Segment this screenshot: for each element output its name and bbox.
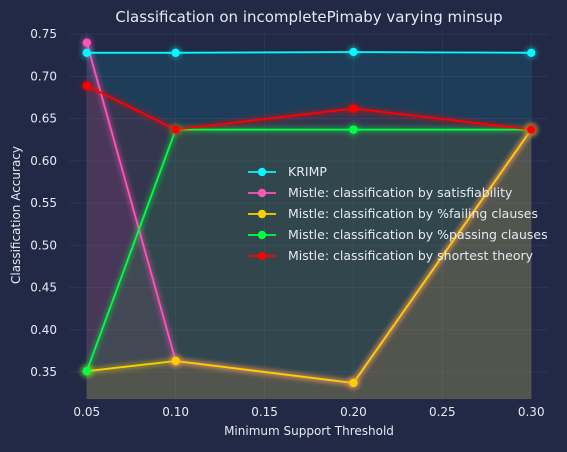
area-fill-series-2 bbox=[86, 129, 532, 399]
data-point-series-4-2 bbox=[349, 104, 358, 113]
y-tick-label: 0.75 bbox=[30, 27, 57, 41]
x-tick-label: 0.15 bbox=[251, 405, 278, 419]
line-series-2 bbox=[86, 129, 532, 384]
legend-label-series-2: Mistle: classification by %failing claus… bbox=[288, 206, 538, 221]
x-tick-label: 0.10 bbox=[162, 405, 189, 419]
data-point-series-0-2 bbox=[349, 47, 358, 57]
data-point-series-2-1 bbox=[171, 356, 180, 366]
legend-marker-series-1 bbox=[257, 188, 267, 198]
x-axis-label: Minimum Support Threshold bbox=[224, 424, 394, 438]
data-point-series-0-3 bbox=[527, 48, 536, 57]
chart-title: Classification on incompletePimaby varyi… bbox=[115, 8, 502, 26]
y-axis-ticks: 0.35 0.40 0.45 0.50 0.55 0.60 0.65 0.70 0.75 bbox=[30, 27, 57, 379]
y-axis-label: Classification Accuracy bbox=[9, 146, 23, 284]
data-point-series-2-2 bbox=[349, 378, 358, 388]
legend-marker-series-0 bbox=[257, 167, 267, 177]
data-point-series-4-0 bbox=[82, 81, 91, 90]
data-point-series-0-0 bbox=[82, 48, 91, 57]
legend-marker-series-2 bbox=[257, 209, 267, 219]
legend-marker-series-4 bbox=[257, 251, 267, 261]
x-axis-ticks: 0.05 0.10 0.15 0.20 0.25 0.30 bbox=[73, 405, 544, 419]
x-tick-label: 0.05 bbox=[73, 405, 100, 419]
y-tick-label: 0.50 bbox=[30, 238, 57, 252]
data-point-series-4-3 bbox=[527, 125, 536, 134]
legend-label-series-0: KRIMP bbox=[288, 164, 327, 179]
data-point-series-1-0 bbox=[82, 38, 91, 47]
area-fill-series-4 bbox=[86, 85, 532, 399]
y-tick-label: 0.35 bbox=[30, 365, 57, 379]
area-fills bbox=[86, 42, 532, 399]
y-tick-label: 0.65 bbox=[30, 112, 57, 126]
data-point-series-3-0 bbox=[82, 366, 91, 376]
legend: KRIMP Mistle: classification by satisfiab… bbox=[248, 164, 548, 263]
legend-label-series-4: Mistle: classification by shortest theor… bbox=[288, 248, 534, 263]
data-point-series-0-1 bbox=[171, 48, 180, 57]
legend-label-series-3: Mistle: classification by %passing claus… bbox=[288, 227, 548, 242]
legend-label-series-1: Mistle: classification by satisfiability bbox=[288, 185, 513, 200]
data-points bbox=[80, 36, 538, 390]
y-tick-label: 0.60 bbox=[30, 154, 57, 168]
legend-marker-series-3 bbox=[257, 230, 267, 240]
data-point-series-4-1 bbox=[171, 125, 180, 134]
area-fill-series-1 bbox=[86, 42, 532, 399]
x-tick-label: 0.20 bbox=[340, 405, 367, 419]
x-tick-label: 0.25 bbox=[429, 405, 456, 419]
area-fill-series-3 bbox=[86, 129, 532, 399]
y-tick-label: 0.55 bbox=[30, 196, 57, 210]
y-tick-label: 0.40 bbox=[30, 323, 57, 337]
x-tick-label: 0.30 bbox=[518, 405, 545, 419]
line-series-0 bbox=[86, 51, 532, 54]
y-tick-label: 0.45 bbox=[30, 281, 57, 295]
y-tick-label: 0.70 bbox=[30, 69, 57, 83]
area-fill-series-0 bbox=[86, 52, 532, 399]
line-series-3 bbox=[85, 128, 532, 372]
data-point-series-3-2 bbox=[349, 125, 358, 134]
line-series-4 bbox=[86, 84, 532, 131]
series-lines bbox=[85, 42, 532, 384]
